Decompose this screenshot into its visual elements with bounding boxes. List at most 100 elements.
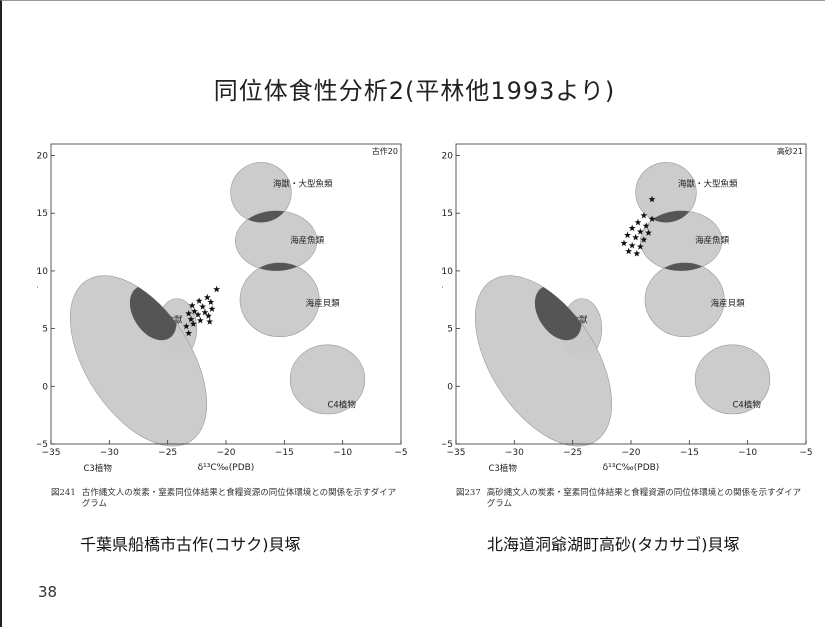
sample-star bbox=[620, 239, 628, 247]
chart-panel-right: 海獣・大型魚類海産魚類海産貝類草食獣C3植物C4植物−35−30−25−20−1… bbox=[442, 126, 812, 526]
region-ellipse bbox=[694, 344, 771, 415]
sample-star bbox=[648, 215, 656, 222]
sample-star bbox=[628, 241, 636, 249]
sample-star bbox=[188, 301, 196, 309]
sample-star bbox=[636, 228, 644, 235]
sample-star bbox=[185, 310, 193, 317]
sample-star bbox=[632, 233, 640, 241]
caption-number: 図241 bbox=[51, 488, 76, 498]
sample-star bbox=[624, 231, 631, 239]
region-ellipse bbox=[69, 275, 208, 447]
region-label: C3植物 bbox=[489, 463, 518, 474]
y-tick-label: 10 bbox=[37, 267, 48, 277]
y-tick-label: 5 bbox=[447, 325, 453, 335]
sample-star bbox=[645, 229, 652, 236]
region-ellipse bbox=[289, 344, 366, 415]
sample-star bbox=[628, 224, 636, 232]
chart-right: 海獣・大型魚類海産魚類海産貝類草食獣C3植物C4植物−35−30−25−20−1… bbox=[442, 143, 812, 474]
sample-star bbox=[640, 211, 648, 219]
y-axis-label: δ¹⁵N‰(AIR) bbox=[37, 267, 40, 321]
region-label: C4植物 bbox=[733, 399, 762, 410]
x-tick-label: −5 bbox=[799, 448, 812, 458]
region-label: 海産魚類 bbox=[695, 235, 730, 246]
site-code: 古作20 bbox=[372, 146, 398, 156]
sample-star bbox=[636, 243, 644, 250]
page-number: 38 bbox=[38, 583, 58, 601]
sample-star bbox=[185, 329, 193, 337]
x-axis-label: δ¹³C‰(PDB) bbox=[603, 463, 660, 473]
human-samples bbox=[620, 195, 656, 257]
chart-panel-left: 海獣・大型魚類海産魚類海産貝類草食獣C3植物C4植物−35−30−25−20−1… bbox=[37, 126, 407, 526]
sample-star bbox=[205, 312, 212, 319]
site-label-right: 北海道洞爺湖町高砂(タカサゴ)貝塚 bbox=[487, 535, 740, 554]
figure-caption-right: 図237 高砂縄文人の炭素・窒素同位体結果と食糧資源の同位体環境との関係を示すダ… bbox=[456, 488, 808, 510]
food-source-regions: 海獣・大型魚類海産魚類海産貝類草食獣C3植物C4植物 bbox=[69, 162, 366, 474]
y-tick-label: 0 bbox=[42, 382, 48, 392]
y-tick-label: 15 bbox=[442, 209, 453, 219]
sample-star bbox=[201, 308, 209, 316]
region-label: C4植物 bbox=[328, 399, 357, 410]
sample-star bbox=[633, 250, 641, 257]
sample-star bbox=[634, 218, 642, 226]
y-tick-label: 20 bbox=[442, 152, 453, 162]
x-tick-label: −20 bbox=[217, 448, 236, 458]
x-tick-label: −35 bbox=[42, 448, 61, 458]
y-tick-label: 5 bbox=[42, 325, 48, 335]
x-tick-label: −35 bbox=[447, 448, 466, 458]
slide-title: 同位体食性分析2(平林他1993より) bbox=[213, 77, 616, 105]
y-tick-label: −5 bbox=[37, 440, 48, 450]
y-tick-label: 0 bbox=[447, 382, 453, 392]
caption-number: 図237 bbox=[456, 488, 481, 498]
sample-star bbox=[642, 222, 650, 229]
x-axis-label: δ¹³C‰(PDB) bbox=[198, 463, 255, 473]
sample-star bbox=[187, 315, 195, 323]
y-tick-label: 15 bbox=[37, 209, 48, 219]
sample-star bbox=[203, 293, 211, 301]
region-label: 海獣・大型魚類 bbox=[678, 178, 738, 189]
sample-star bbox=[625, 247, 633, 255]
x-tick-label: −15 bbox=[680, 448, 699, 458]
x-tick-label: −10 bbox=[738, 448, 757, 458]
chart-left: 海獣・大型魚類海産魚類海産貝類草食獣C3植物C4植物−35−30−25−20−1… bbox=[37, 143, 407, 474]
sample-star bbox=[189, 320, 197, 327]
x-tick-label: −5 bbox=[394, 448, 407, 458]
axis-ticks: −35 −30 −25 −20 −15 −10 −5 −5 0 5 10 15 20 bbox=[442, 152, 812, 458]
x-tick-label: −30 bbox=[505, 448, 524, 458]
sample-star bbox=[196, 316, 204, 324]
figure-caption-left: 図241 古作縄文人の炭素・窒素同位体結果と食糧資源の同位体環境との関係を示すダ… bbox=[51, 488, 403, 510]
caption-text: 高砂縄文人の炭素・窒素同位体結果と食糧資源の同位体環境との関係を示すダイアグラム bbox=[486, 488, 802, 509]
food-source-regions: 海獣・大型魚類海産魚類海産貝類草食獣C3植物C4植物 bbox=[474, 162, 771, 474]
sample-star bbox=[648, 195, 656, 203]
y-axis-label: δ¹⁵N‰(AIR) bbox=[442, 267, 445, 321]
region-ellipse bbox=[239, 262, 320, 337]
sample-star bbox=[194, 311, 202, 318]
sample-star bbox=[207, 298, 215, 305]
region-ellipse bbox=[474, 275, 613, 447]
x-tick-label: −30 bbox=[100, 448, 119, 458]
x-tick-label: −25 bbox=[563, 448, 582, 458]
y-tick-label: 20 bbox=[37, 152, 48, 162]
human-samples bbox=[182, 285, 221, 337]
x-tick-label: −25 bbox=[158, 448, 177, 458]
region-ellipse bbox=[644, 262, 725, 337]
sample-star bbox=[208, 305, 216, 312]
sample-star bbox=[182, 322, 190, 330]
region-label: C3植物 bbox=[84, 463, 113, 474]
y-tick-label: 10 bbox=[442, 267, 453, 277]
sample-star bbox=[195, 297, 203, 304]
site-code: 高砂21 bbox=[777, 146, 803, 156]
sample-star bbox=[640, 236, 648, 243]
region-label: 海産貝類 bbox=[711, 298, 746, 309]
y-tick-label: −5 bbox=[442, 440, 453, 450]
region-label: 海産魚類 bbox=[290, 235, 325, 246]
sample-star bbox=[199, 303, 207, 310]
x-tick-label: −10 bbox=[333, 448, 352, 458]
site-label-left: 千葉県船橋市古作(コサク)貝塚 bbox=[80, 535, 301, 554]
axis-ticks: −35 −30 −25 −20 −15 −10 −5 −5 0 5 10 15 20 bbox=[37, 152, 407, 458]
sample-star bbox=[213, 285, 221, 293]
region-label: 海獣・大型魚類 bbox=[273, 178, 333, 189]
region-label: 海産貝類 bbox=[306, 298, 341, 309]
sample-star bbox=[191, 307, 198, 315]
x-tick-label: −20 bbox=[622, 448, 641, 458]
